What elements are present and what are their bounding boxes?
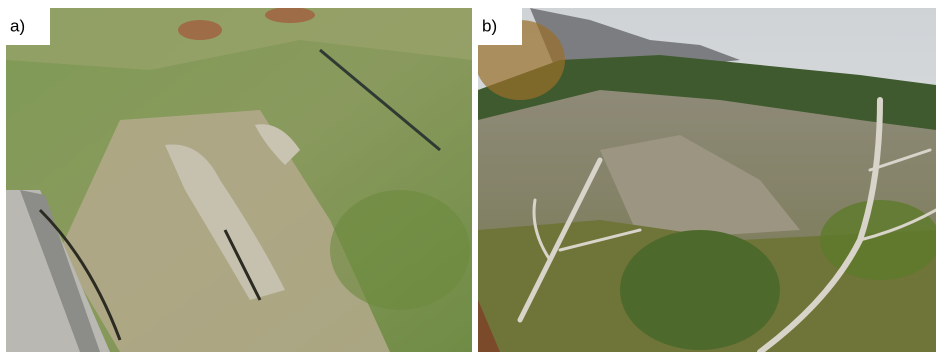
figure: a) b) xyxy=(0,0,938,354)
photo-b xyxy=(475,8,938,352)
panel-label: a) xyxy=(10,16,25,35)
photo-a xyxy=(6,7,472,352)
panel-label: b) xyxy=(482,16,497,35)
page: a) b) (() => { const data = JSON.parse(d… xyxy=(0,0,938,354)
